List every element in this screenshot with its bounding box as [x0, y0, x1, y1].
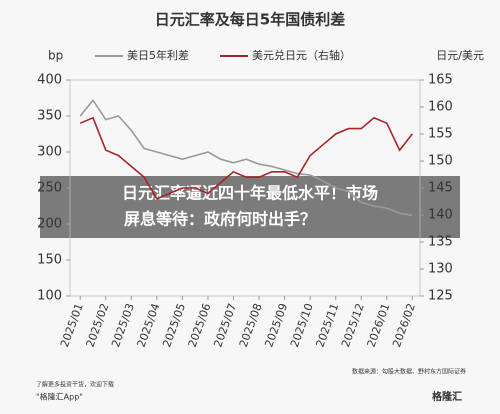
y-tick-label: 200	[37, 217, 62, 232]
legend-label: 美元兑日元（右轴）	[252, 48, 351, 62]
footer-app: "格隆汇App"	[36, 392, 83, 402]
y2-axis-label: 日元/美元	[436, 49, 484, 62]
y2-tick-label: 165	[428, 73, 453, 88]
y-axis-label: bp	[48, 49, 63, 63]
overlay-title: 日元汇率逼近四十年最低水平！市场	[122, 184, 378, 203]
y2-tick-label: 160	[428, 100, 453, 115]
y2-tick-label: 125	[428, 289, 453, 304]
legend-label: 美日5年利差	[127, 48, 189, 62]
series-line	[79, 98, 413, 217]
y2-tick-label: 150	[428, 154, 453, 169]
footer-note: 了解更多投资干货，欢迎下载	[36, 381, 114, 389]
y2-tick-label: 135	[428, 235, 453, 250]
overlay-band	[40, 176, 460, 238]
y-tick-label: 100	[37, 289, 62, 304]
legend: 美日5年利差 美元兑日元（右轴）	[95, 48, 351, 62]
overlay-title: 屏息等待：政府何时出手？	[124, 210, 316, 229]
y-tick-label: 350	[37, 109, 62, 124]
y2-tick-label: 130	[428, 262, 453, 277]
footer-brand: 格隆汇	[432, 390, 462, 403]
y-tick-label: 250	[37, 181, 62, 196]
series-line	[79, 116, 413, 200]
y2-tick-label: 145	[428, 181, 453, 196]
y2-tick-label: 155	[428, 127, 453, 142]
source: 数据来源：勾股大数据、野村东方国际证券	[352, 368, 466, 376]
y-tick-label: 400	[37, 73, 62, 88]
y-tick-label: 150	[37, 253, 62, 268]
y2-tick-label: 140	[428, 208, 453, 223]
y-tick-label: 300	[37, 145, 62, 160]
chart-title: 日元汇率及每日5年国债利差	[155, 11, 345, 29]
